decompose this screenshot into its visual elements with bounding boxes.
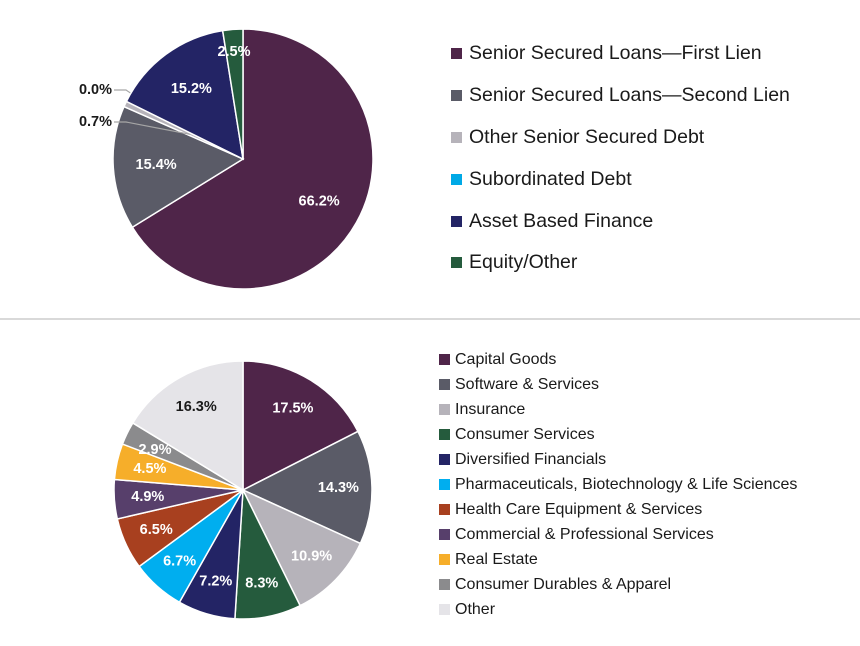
legend-swatch <box>439 454 450 465</box>
legend-item-asset-based-finance: Asset Based Finance <box>451 200 790 242</box>
data-label-equity-other: 2.5% <box>217 44 250 60</box>
legend-label: Equity/Other <box>469 251 578 274</box>
legend-label: Insurance <box>455 400 526 418</box>
data-label-asset-based-finance: 15.2% <box>171 81 212 97</box>
legend-swatch <box>439 604 450 615</box>
legend-swatch <box>451 48 462 60</box>
slice-senior-secured-loans-first-lien <box>131 28 374 290</box>
data-label-insurance: 10.9% <box>291 548 332 564</box>
legend-swatch <box>451 90 462 102</box>
legend-label: Capital Goods <box>455 350 557 368</box>
legend-label: Pharmaceuticals, Biotechnology & Life Sc… <box>455 475 798 493</box>
data-label-real-estate: 4.5% <box>133 461 166 477</box>
legend-swatch <box>439 529 450 540</box>
data-label-health-care-equipment-services: 6.5% <box>140 522 173 538</box>
legend-label: Health Care Equipment & Services <box>455 500 703 518</box>
slice-software-services <box>241 430 373 545</box>
slice-capital-goods <box>242 360 359 492</box>
slice-equity-other <box>221 28 244 160</box>
data-label-commercial-professional-services: 4.9% <box>131 489 164 505</box>
legend-label: Other Senior Secured Debt <box>469 125 705 148</box>
leader-line-other-senior-secured-debt <box>114 121 191 135</box>
legend-item-pharmaceuticals-biotechnology-life-sciences: Pharmaceuticals, Biotechnology & Life Sc… <box>439 472 797 497</box>
data-label-software-services: 14.3% <box>318 480 359 496</box>
section-divider <box>0 318 860 320</box>
legend-label: Real Estate <box>455 550 538 568</box>
legend-label: Consumer Durables & Apparel <box>455 575 672 593</box>
legend-asset-class: Senior Secured Loans—First Lien Senior Se… <box>451 33 790 284</box>
data-label-senior-secured-loans-second-lien: 15.4% <box>136 157 177 173</box>
legend-label: Commercial & Professional Services <box>455 525 714 543</box>
legend-industry: Capital Goods Software & Services Insuranc… <box>439 347 797 622</box>
legend-label: Software & Services <box>455 375 600 393</box>
legend-label: Other <box>455 600 496 618</box>
data-label-capital-goods: 17.5% <box>272 401 313 417</box>
legend-item-commercial-professional-services: Commercial & Professional Services <box>439 522 797 547</box>
data-label-other: 16.3% <box>176 399 217 415</box>
legend-swatch <box>439 404 450 415</box>
legend-swatch <box>451 173 462 185</box>
legend-swatch <box>439 554 450 565</box>
legend-item-insurance: Insurance <box>439 397 797 422</box>
legend-label: Senior Secured Loans—Second Lien <box>469 84 790 107</box>
legend-label: Subordinated Debt <box>469 167 632 190</box>
legend-label: Consumer Services <box>455 425 595 443</box>
legend-item-other: Other <box>439 597 797 622</box>
legend-label: Senior Secured Loans—First Lien <box>469 42 762 65</box>
data-label-other-senior-secured-debt: 0.7% <box>79 114 112 130</box>
legend-item-senior-secured-loans-first-lien: Senior Secured Loans—First Lien <box>451 33 790 75</box>
legend-item-software-services: Software & Services <box>439 372 797 397</box>
data-label-pharmaceuticals-biotechnology-life-sciences: 6.7% <box>163 553 196 569</box>
legend-swatch <box>439 479 450 490</box>
legend-swatch <box>439 504 450 515</box>
legend-label: Diversified Financials <box>455 450 607 468</box>
slice-insurance <box>241 488 362 607</box>
data-label-consumer-durables-apparel: 2.9% <box>138 442 171 458</box>
legend-item-consumer-services: Consumer Services <box>439 422 797 447</box>
slice-senior-secured-loans-second-lien <box>112 105 245 229</box>
data-label-diversified-financials: 7.2% <box>199 574 232 590</box>
legend-item-equity-other: Equity/Other <box>451 242 790 284</box>
legend-swatch <box>451 131 462 143</box>
slice-other <box>131 360 244 492</box>
legend-item-senior-secured-loans-second-lien: Senior Secured Loans—Second Lien <box>451 75 790 117</box>
legend-label: Asset Based Finance <box>469 209 654 232</box>
legend-swatch <box>439 379 450 390</box>
asset-class-pie: 66.2% 15.4% 0.7% 0.0% 15.2% 2.5% <box>79 28 374 290</box>
slice-asset-based-finance <box>125 29 244 161</box>
legend-swatch <box>439 429 450 440</box>
data-label-consumer-services: 8.3% <box>245 576 278 592</box>
industry-pie: 17.5% 14.3% 10.9% 8.3% 7.2%6.7% 6.5% 4.9% 4.5% 2… <box>113 360 373 620</box>
legend-item-subordinated-debt: Subordinated Debt <box>451 158 790 200</box>
legend-item-other-senior-secured-debt: Other Senior Secured Debt <box>451 117 790 159</box>
legend-item-capital-goods: Capital Goods <box>439 347 797 372</box>
data-label-senior-secured-loans-first-lien: 66.2% <box>299 193 340 209</box>
legend-item-diversified-financials: Diversified Financials <box>439 447 797 472</box>
legend-swatch <box>451 215 462 227</box>
legend-item-real-estate: Real Estate <box>439 547 797 572</box>
legend-swatch <box>451 257 462 269</box>
legend-item-consumer-durables-apparel: Consumer Durables & Apparel <box>439 572 797 597</box>
legend-item-health-care-equipment-services: Health Care Equipment & Services <box>439 497 797 522</box>
legend-swatch <box>439 354 450 365</box>
legend-swatch <box>439 579 450 590</box>
data-label-subordinated-debt: 0.0% <box>79 82 112 98</box>
